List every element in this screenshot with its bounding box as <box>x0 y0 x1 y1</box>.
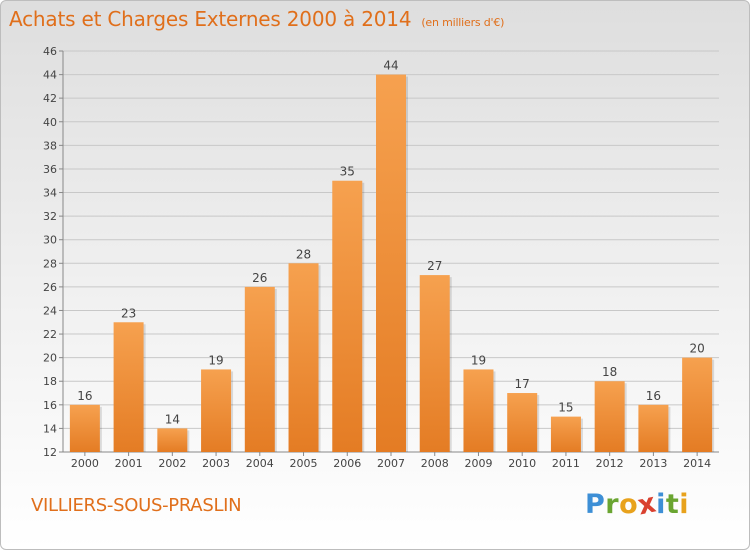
y-tick-label: 36 <box>43 163 57 176</box>
y-tick-label: 12 <box>43 446 57 459</box>
bar <box>201 369 232 452</box>
x-tick-label: 2000 <box>71 457 99 470</box>
bar-value-label: 19 <box>208 353 223 367</box>
bar <box>288 263 319 452</box>
logo-letter: o <box>619 489 639 520</box>
bar-value-label: 19 <box>471 353 486 367</box>
bar-value-label: 44 <box>383 59 398 73</box>
logo-letter: t <box>665 489 680 520</box>
y-tick-label: 18 <box>43 375 57 388</box>
bar-value-label: 35 <box>340 165 355 179</box>
y-tick-label: 26 <box>43 281 57 294</box>
bar-value-label: 14 <box>165 412 180 426</box>
y-tick-label: 44 <box>43 69 57 82</box>
bar-value-label: 23 <box>121 306 136 320</box>
chart-title: Achats et Charges Externes 2000 à 2014 (e… <box>9 7 504 31</box>
bar <box>69 404 100 452</box>
bar <box>376 74 406 453</box>
chart-title-text: Achats et Charges Externes 2000 à 2014 <box>9 7 412 31</box>
bar <box>594 381 625 452</box>
logo-letter: i <box>679 489 690 520</box>
y-tick-label: 30 <box>43 234 57 247</box>
y-tick-label: 42 <box>43 92 57 105</box>
y-tick-label: 28 <box>43 257 57 270</box>
y-tick-label: 14 <box>43 422 57 435</box>
bar-value-label: 17 <box>515 377 530 391</box>
bar <box>332 180 363 452</box>
y-tick-label: 16 <box>43 399 57 412</box>
bar-value-label: 27 <box>427 259 442 273</box>
bar-value-label: 16 <box>646 389 661 403</box>
bar-value-label: 18 <box>602 365 617 379</box>
y-tick-label: 40 <box>43 116 57 129</box>
bar <box>463 369 494 452</box>
bar <box>157 428 188 452</box>
x-tick-label: 2002 <box>158 457 186 470</box>
logo-letter: r <box>605 489 620 520</box>
bar <box>419 275 450 452</box>
x-tick-label: 2004 <box>246 457 274 470</box>
x-tick-label: 2005 <box>290 457 318 470</box>
bar-value-label: 16 <box>77 389 92 403</box>
x-tick-label: 2013 <box>639 457 667 470</box>
commune-name: VILLIERS-SOUS-PRASLIN <box>31 495 242 516</box>
proxiti-logo[interactable]: Proxiti <box>585 487 690 521</box>
bar <box>638 404 669 452</box>
logo-letter: i <box>656 489 666 520</box>
bar <box>113 322 144 452</box>
x-tick-label: 2001 <box>115 457 143 470</box>
bar <box>507 393 538 452</box>
x-tick-label: 2006 <box>333 457 361 470</box>
x-tick-label: 2009 <box>464 457 492 470</box>
x-tick-label: 2012 <box>596 457 624 470</box>
y-tick-label: 34 <box>43 187 57 200</box>
x-tick-label: 2010 <box>508 457 536 470</box>
bar <box>682 357 713 452</box>
bar-value-label: 28 <box>296 247 311 261</box>
bar <box>244 286 275 452</box>
x-tick-label: 2007 <box>377 457 405 470</box>
bar-value-label: 20 <box>689 342 704 356</box>
chart-subtitle: (en milliers d'€) <box>421 16 505 29</box>
y-tick-label: 38 <box>43 139 57 152</box>
logo-letter: P <box>585 489 606 520</box>
y-tick-label: 24 <box>43 304 57 317</box>
x-tick-label: 2011 <box>552 457 580 470</box>
y-tick-label: 22 <box>43 328 57 341</box>
y-tick-label: 20 <box>43 352 57 365</box>
x-tick-label: 2014 <box>683 457 711 470</box>
y-tick-label: 46 <box>43 45 57 58</box>
bar-value-label: 15 <box>558 401 573 415</box>
y-tick-label: 32 <box>43 210 57 223</box>
bar <box>550 416 581 452</box>
x-tick-label: 2008 <box>421 457 449 470</box>
bar-value-label: 26 <box>252 271 267 285</box>
x-tick-label: 2003 <box>202 457 230 470</box>
